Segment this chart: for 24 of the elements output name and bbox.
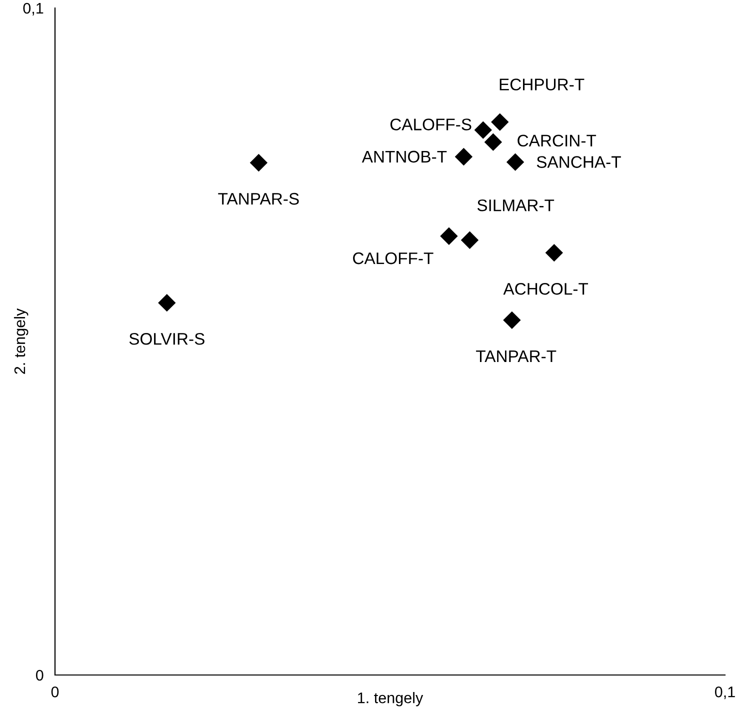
point bbox=[503, 312, 520, 329]
annotation: ACHCOL-T bbox=[503, 282, 588, 295]
point bbox=[461, 232, 478, 249]
annotation: ANTNOB-T bbox=[362, 150, 447, 163]
point bbox=[158, 294, 176, 312]
y-axis-title: 2. tengely bbox=[14, 308, 28, 374]
annotation: TANPAR-S bbox=[218, 192, 299, 205]
point bbox=[440, 228, 458, 245]
annotation: TANPAR-T bbox=[476, 350, 556, 362]
point bbox=[506, 154, 524, 171]
point bbox=[484, 134, 502, 151]
x-axis-title: 1. tengely bbox=[358, 692, 424, 706]
point bbox=[546, 244, 563, 262]
annotation: SILMAR-T bbox=[477, 199, 554, 212]
annotation: CALOFF-S bbox=[390, 118, 472, 130]
annotation: ECHPUR-T bbox=[500, 78, 584, 90]
point bbox=[491, 114, 508, 131]
annotation: CALOFF-T bbox=[353, 252, 434, 264]
annotation: SOLVIR-S bbox=[129, 332, 204, 345]
annotation: CARCIN-T bbox=[518, 134, 596, 147]
point bbox=[250, 154, 268, 172]
annotation: SANCHA-T bbox=[536, 156, 621, 168]
point bbox=[474, 122, 492, 139]
point bbox=[455, 148, 472, 166]
